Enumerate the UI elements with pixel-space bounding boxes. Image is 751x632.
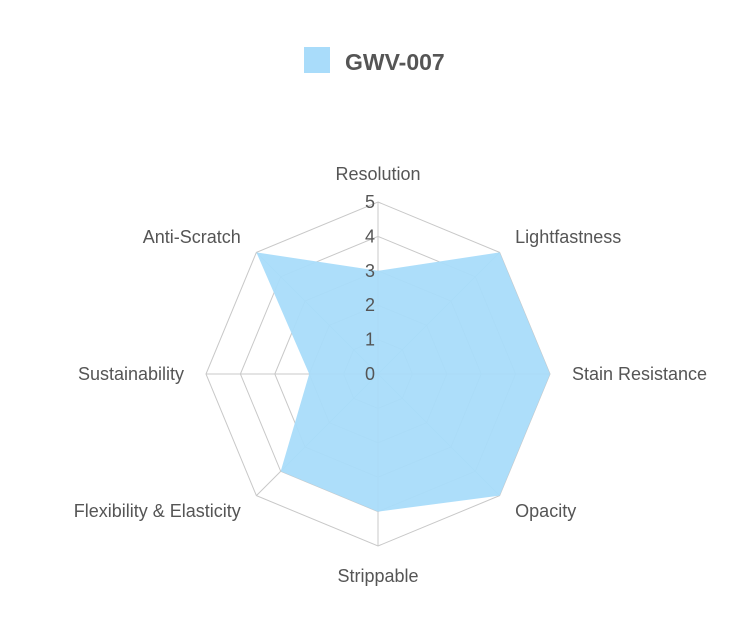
axis-label: Anti-Scratch [143, 227, 241, 247]
tick-label: 4 [365, 226, 375, 246]
axis-label: Sustainability [78, 364, 184, 384]
axis-label: Stain Resistance [572, 364, 707, 384]
tick-label: 1 [365, 330, 375, 350]
legend-swatch[interactable] [304, 47, 330, 73]
axis-labels: Resolution Lightfastness Stain Resistance O… [74, 164, 707, 586]
series-area[interactable] [256, 252, 550, 512]
tick-label: 3 [365, 261, 375, 281]
axis-label: Resolution [335, 164, 420, 184]
legend[interactable]: GWV-007 [304, 47, 445, 75]
axis-label: Opacity [515, 501, 576, 521]
tick-label: 2 [365, 295, 375, 315]
axis-label: Flexibility & Elasticity [74, 501, 241, 521]
axis-label: Strippable [337, 566, 418, 586]
legend-label[interactable]: GWV-007 [345, 49, 445, 75]
tick-label: 5 [365, 192, 375, 212]
tick-labels: 0 1 2 3 4 5 [365, 192, 375, 384]
series-layer [256, 252, 551, 512]
axis-label: Lightfastness [515, 227, 621, 247]
tick-label: 0 [365, 364, 375, 384]
